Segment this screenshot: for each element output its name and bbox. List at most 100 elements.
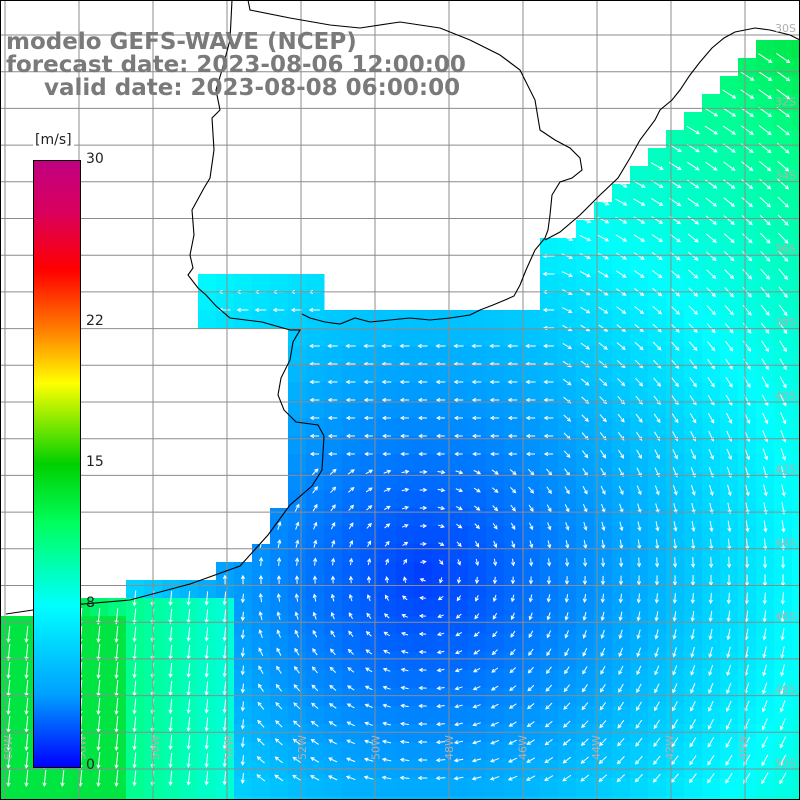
speed-cell <box>738 634 757 653</box>
speed-cell <box>504 598 523 617</box>
wind-arrow <box>435 343 446 349</box>
wind-arrow <box>475 558 480 566</box>
speed-cell <box>396 400 415 419</box>
wind-arrow <box>763 520 768 533</box>
speed-cell <box>342 742 361 761</box>
wind-arrow <box>618 647 624 658</box>
wind-arrow <box>6 661 11 679</box>
speed-cell <box>576 670 595 689</box>
wind-arrow <box>453 758 464 763</box>
wind-arrow <box>779 736 787 749</box>
wind-arrow <box>329 666 337 673</box>
speed-cell <box>396 580 415 599</box>
speed-cell <box>684 688 703 707</box>
speed-cell <box>540 508 559 527</box>
speed-cell <box>360 670 379 689</box>
speed-cell <box>288 616 307 635</box>
speed-cell <box>738 76 757 95</box>
speed-cell <box>774 526 793 545</box>
wind-arrow <box>582 486 588 495</box>
speed-cell <box>792 292 800 311</box>
wind-arrow <box>708 628 713 641</box>
speed-cell <box>648 184 667 203</box>
speed-cell <box>774 274 793 293</box>
speed-cell <box>594 580 613 599</box>
speed-cell <box>432 436 451 455</box>
speed-cell <box>360 508 379 527</box>
wind-arrow <box>346 739 356 745</box>
speed-cell <box>522 526 541 545</box>
wind-arrow <box>690 701 696 712</box>
speed-cell <box>288 454 307 473</box>
speed-cell <box>396 454 415 473</box>
wind-arrow <box>778 322 788 335</box>
wind-arrow <box>689 737 697 748</box>
speed-cell <box>378 580 397 599</box>
wind-arrow <box>744 556 750 569</box>
speed-cell <box>666 238 685 257</box>
wind-arrow <box>564 486 570 495</box>
speed-cell <box>288 472 307 491</box>
speed-cell <box>648 724 667 743</box>
wind-arrow <box>313 539 318 548</box>
speed-cell <box>792 184 800 203</box>
wind-arrow <box>707 412 715 424</box>
speed-cell <box>756 616 775 635</box>
speed-cell <box>774 652 793 671</box>
speed-cell <box>252 742 271 761</box>
wind-arrow <box>760 322 770 334</box>
speed-cell <box>486 616 505 635</box>
speed-cell <box>486 724 505 743</box>
wind-arrow <box>240 719 245 730</box>
speed-cell <box>684 652 703 671</box>
wind-arrow <box>186 627 191 642</box>
speed-cell <box>360 328 379 347</box>
speed-cell <box>540 382 559 401</box>
speed-cell <box>558 616 577 635</box>
speed-cell <box>324 364 343 383</box>
wind-arrow <box>272 307 285 313</box>
speed-cell <box>126 652 145 671</box>
speed-cell <box>756 598 775 617</box>
speed-cell <box>414 796 433 800</box>
wind-arrow <box>472 722 481 727</box>
wind-arrow <box>777 232 789 244</box>
wind-arrow <box>706 305 716 316</box>
speed-cell <box>594 274 613 293</box>
speed-cell <box>504 418 523 437</box>
wind-arrow <box>723 179 736 189</box>
speed-cell <box>630 364 649 383</box>
speed-cell <box>324 724 343 743</box>
wind-arrow <box>456 541 462 547</box>
speed-cell <box>684 472 703 491</box>
wind-arrow <box>777 196 789 208</box>
speed-cell <box>576 310 595 329</box>
speed-cell <box>648 670 667 689</box>
speed-cell <box>306 688 325 707</box>
speed-cell <box>684 526 703 545</box>
speed-cell <box>630 706 649 725</box>
speed-cell <box>702 706 721 725</box>
speed-cell <box>684 562 703 581</box>
speed-cell <box>486 742 505 761</box>
wind-arrow <box>456 523 463 529</box>
wind-arrow <box>312 503 318 512</box>
speed-cell <box>540 274 559 293</box>
speed-cell <box>702 634 721 653</box>
wind-arrow <box>777 178 790 190</box>
speed-cell <box>360 706 379 725</box>
speed-cell <box>486 562 505 581</box>
speed-cell <box>630 796 649 800</box>
wind-arrow <box>525 343 536 349</box>
wind-arrow <box>670 269 681 279</box>
wind-arrow <box>258 574 264 585</box>
speed-cell <box>792 94 800 113</box>
speed-cell <box>360 778 379 797</box>
speed-cell <box>180 616 199 635</box>
speed-cell <box>360 688 379 707</box>
wind-arrow <box>672 575 678 586</box>
wind-arrow <box>436 433 445 439</box>
speed-cell <box>198 598 217 617</box>
speed-cell <box>738 580 757 599</box>
wind-arrow <box>780 682 786 695</box>
